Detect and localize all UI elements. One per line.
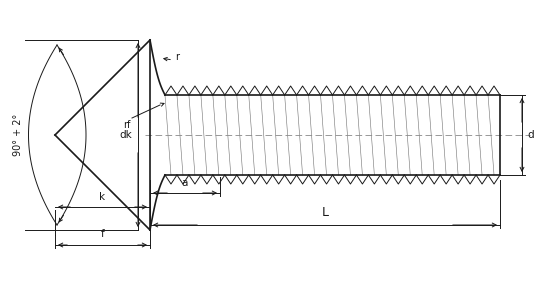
Text: L: L — [322, 206, 328, 219]
Text: k: k — [100, 192, 106, 202]
Text: rf: rf — [123, 120, 130, 130]
Text: r: r — [175, 52, 179, 62]
Text: a: a — [182, 178, 188, 188]
Text: f: f — [101, 229, 104, 239]
Text: 90° + 2°: 90° + 2° — [13, 114, 23, 156]
Text: d: d — [527, 130, 534, 140]
Text: dk: dk — [119, 130, 132, 140]
